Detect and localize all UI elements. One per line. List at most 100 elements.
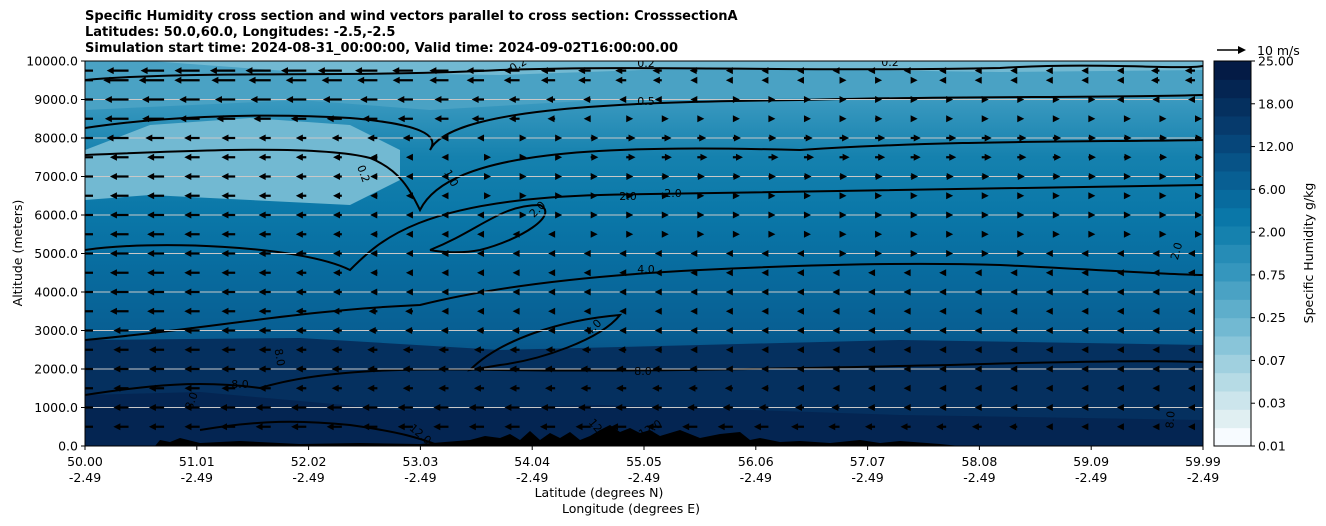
wind-arrow (429, 76, 449, 84)
colorbar-tick-label: 2.00 (1258, 225, 1286, 240)
wind-arrow (910, 250, 918, 257)
wind-arrow (255, 423, 271, 431)
contour-label-2.0-d: 2.0 (1168, 241, 1185, 261)
wind-arrow (291, 423, 307, 431)
wind-arrow (722, 404, 733, 411)
wind-arrow (441, 173, 449, 180)
wind-arrow (725, 307, 733, 315)
wind-arrow (148, 384, 165, 392)
wind-arrow (333, 269, 342, 277)
wind-arrow (332, 327, 342, 334)
wind-arrow (1045, 365, 1053, 373)
wind-arrow (1010, 404, 1018, 411)
wind-arrow (768, 192, 776, 200)
wind-arrow (220, 404, 236, 411)
contour-label-8.0-d: 8.0 (183, 390, 201, 411)
wind-arrow (652, 384, 662, 392)
wind-arrow (796, 250, 804, 257)
y-tick-label: 3000.0 (34, 323, 78, 338)
colorbar-tick-label: 0.07 (1258, 353, 1286, 368)
wind-arrow (333, 250, 342, 257)
wind-arrow (1045, 384, 1053, 392)
wind-arrow (370, 153, 378, 161)
wind-arrow (484, 173, 492, 180)
wind-arrow (910, 230, 918, 238)
wind-arrow (1010, 307, 1018, 315)
wind-arrow (1123, 134, 1132, 142)
wind-arrow (1081, 76, 1089, 84)
contour-label-8.0-b: 8.0 (272, 348, 288, 367)
wind-arrow (555, 211, 563, 219)
wind-arrow (370, 288, 378, 296)
wind-arrow (689, 365, 698, 373)
wind-arrow (832, 346, 840, 354)
wind-arrow (732, 173, 741, 180)
wind-arrow (1152, 404, 1160, 411)
wind-arrow (725, 365, 733, 373)
x-tick-label-lat: 53.03 (403, 454, 439, 469)
wind-arrow (484, 192, 492, 200)
wind-arrow (590, 230, 598, 238)
wind-arrow (1152, 384, 1160, 392)
wind-arrow (1159, 134, 1168, 142)
y-tick-label: 6000.0 (34, 208, 78, 223)
wind-arrow (768, 115, 776, 123)
wind-arrow (946, 96, 954, 103)
wind-arrow (295, 230, 307, 238)
wind-arrow (971, 423, 982, 431)
wind-arrow (1159, 211, 1167, 219)
wind-arrow (1195, 173, 1202, 180)
wind-arrow (147, 288, 165, 296)
wind-arrow (503, 67, 520, 75)
wind-arrow (654, 96, 662, 103)
wind-arrow (1017, 230, 1025, 238)
wind-arrow (221, 250, 236, 257)
wind-arrow (1052, 134, 1062, 142)
wind-arrow (368, 307, 378, 315)
wind-arrow (578, 67, 591, 75)
wind-arrow (936, 423, 947, 431)
wind-arrow (555, 173, 563, 180)
wind-arrow (258, 384, 271, 392)
wind-arrow (839, 153, 850, 161)
wind-arrow (258, 153, 271, 161)
wind-arrow (768, 230, 776, 238)
x-tick-label-lon: -2.49 (1075, 470, 1107, 485)
wind-arrow (974, 384, 982, 392)
wind-arrow (1159, 115, 1167, 123)
wind-arrow (796, 269, 804, 277)
wind-arrow (326, 423, 342, 431)
wind-arrow (832, 365, 840, 373)
wind-arrow (619, 96, 627, 103)
wind-arrow (761, 250, 769, 257)
wind-arrow (1188, 288, 1195, 296)
wind-arrow (768, 134, 777, 142)
wind-arrow (85, 69, 93, 72)
wind-arrow (1088, 173, 1096, 180)
wind-arrow (1052, 96, 1060, 103)
wind-arrow (466, 76, 485, 84)
wind-arrow (832, 67, 840, 75)
wind-arrow (540, 67, 556, 75)
wind-arrow (619, 327, 627, 334)
wind-arrow (519, 211, 527, 219)
wind-arrow (148, 423, 165, 431)
wind-arrow (717, 423, 733, 431)
wind-arrow (1081, 404, 1089, 411)
wind-arrow (626, 230, 634, 238)
wind-arrow (392, 76, 413, 84)
wind-arrow (402, 346, 413, 354)
wind-arrow (85, 271, 93, 274)
wind-arrow (690, 346, 698, 354)
wind-arrow (654, 327, 662, 334)
contour-label-4.0-a: 4.0 (637, 263, 655, 276)
wind-arrow (405, 153, 413, 161)
wind-arrow (1045, 288, 1053, 296)
wind-arrow (981, 96, 989, 103)
wind-arrow (85, 117, 93, 120)
wind-arrow (946, 250, 954, 257)
colorbar-swatch (1214, 354, 1251, 374)
wind-arrow (832, 269, 840, 277)
wind-arrow (258, 365, 271, 373)
wind-arrow (548, 307, 556, 315)
